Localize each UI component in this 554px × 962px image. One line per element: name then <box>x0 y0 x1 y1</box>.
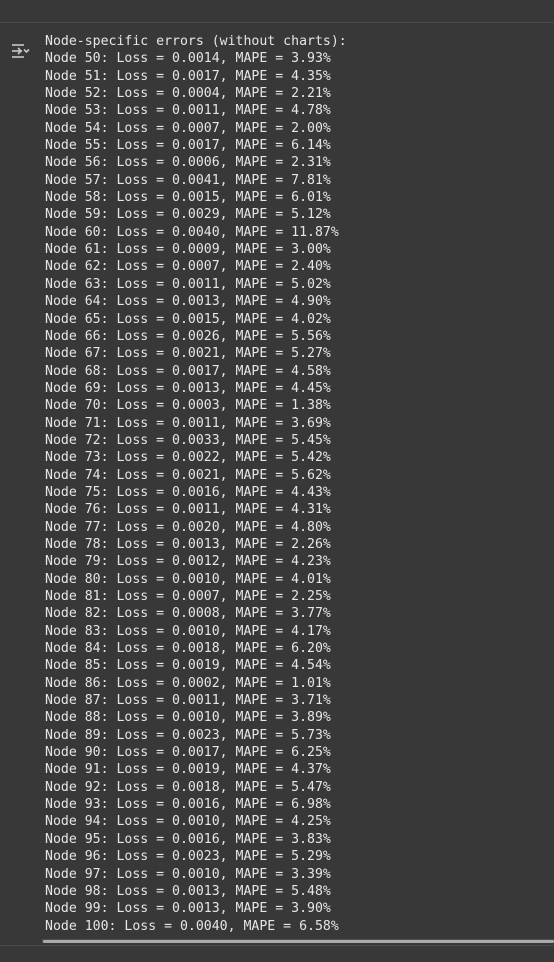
output-line: Node 78: Loss = 0.0013, MAPE = 2.26% <box>45 536 331 552</box>
output-line: Node 55: Loss = 0.0017, MAPE = 6.14% <box>45 138 331 154</box>
cell-top-divider <box>0 0 554 23</box>
output-line: Node 91: Loss = 0.0019, MAPE = 4.37% <box>45 762 331 778</box>
output-line: Node 85: Loss = 0.0019, MAPE = 4.54% <box>45 658 331 674</box>
output-line: Node 97: Loss = 0.0010, MAPE = 3.39% <box>45 866 331 882</box>
output-line: Node 96: Loss = 0.0023, MAPE = 5.29% <box>45 849 331 865</box>
output-line: Node 82: Loss = 0.0008, MAPE = 3.77% <box>45 606 331 622</box>
output-settings-icon-glyph <box>12 44 30 58</box>
output-line: Node 56: Loss = 0.0006, MAPE = 2.31% <box>45 155 331 171</box>
output-line: Node 94: Loss = 0.0010, MAPE = 4.25% <box>45 814 331 830</box>
output-line: Node 90: Loss = 0.0017, MAPE = 6.25% <box>45 745 331 761</box>
output-line: Node 50: Loss = 0.0014, MAPE = 3.93% <box>45 51 331 67</box>
output-line: Node 54: Loss = 0.0007, MAPE = 2.00% <box>45 120 331 136</box>
output-line: Node 76: Loss = 0.0011, MAPE = 4.31% <box>45 502 331 518</box>
output-lines: Node 50: Loss = 0.0014, MAPE = 3.93% Node… <box>45 50 347 935</box>
output-line: Node 100: Loss = 0.0040, MAPE = 6.58% <box>45 918 339 934</box>
output-line: Node 70: Loss = 0.0003, MAPE = 1.38% <box>45 398 331 414</box>
output-line: Node 88: Loss = 0.0010, MAPE = 3.89% <box>45 710 331 726</box>
output-line: Node 87: Loss = 0.0011, MAPE = 3.71% <box>45 693 331 709</box>
output-line: Node 52: Loss = 0.0004, MAPE = 2.21% <box>45 86 331 102</box>
output-line: Node 71: Loss = 0.0011, MAPE = 3.69% <box>45 415 331 431</box>
output-line: Node 53: Loss = 0.0011, MAPE = 4.78% <box>45 103 331 119</box>
output-line: Node 69: Loss = 0.0013, MAPE = 4.45% <box>45 380 331 396</box>
output-line: Node 66: Loss = 0.0026, MAPE = 5.56% <box>45 328 331 344</box>
output-line: Node 73: Loss = 0.0022, MAPE = 5.42% <box>45 450 331 466</box>
output-line: Node 63: Loss = 0.0011, MAPE = 5.02% <box>45 276 331 292</box>
output-line: Node 75: Loss = 0.0016, MAPE = 4.43% <box>45 484 331 500</box>
output-line: Node 93: Loss = 0.0016, MAPE = 6.98% <box>45 797 331 813</box>
output-line: Node 92: Loss = 0.0018, MAPE = 5.47% <box>45 779 331 795</box>
output-line: Node 98: Loss = 0.0013, MAPE = 5.48% <box>45 883 331 899</box>
output-header: Node-specific errors (without charts): <box>45 34 347 49</box>
output-line: Node 79: Loss = 0.0012, MAPE = 4.23% <box>45 554 331 570</box>
output-line: Node 72: Loss = 0.0033, MAPE = 5.45% <box>45 432 331 448</box>
output-line: Node 77: Loss = 0.0020, MAPE = 4.80% <box>45 519 331 535</box>
output-line: Node 95: Loss = 0.0016, MAPE = 3.83% <box>45 831 331 847</box>
output-line: Node 81: Loss = 0.0007, MAPE = 2.25% <box>45 589 331 604</box>
output-line: Node 89: Loss = 0.0023, MAPE = 5.73% <box>45 727 331 743</box>
output-line: Node 68: Loss = 0.0017, MAPE = 4.58% <box>45 363 331 379</box>
output-line: Node 61: Loss = 0.0009, MAPE = 3.00% <box>45 242 331 258</box>
output-line: Node 86: Loss = 0.0002, MAPE = 1.01% <box>45 675 331 691</box>
output-line: Node 65: Loss = 0.0015, MAPE = 4.02% <box>45 311 331 327</box>
output-line: Node 99: Loss = 0.0013, MAPE = 3.90% <box>45 901 331 917</box>
output-line: Node 59: Loss = 0.0029, MAPE = 5.12% <box>45 207 331 223</box>
output-line: Node 51: Loss = 0.0017, MAPE = 4.35% <box>45 68 331 84</box>
output-line: Node 64: Loss = 0.0013, MAPE = 4.90% <box>45 294 331 310</box>
output-line: Node 74: Loss = 0.0021, MAPE = 5.62% <box>45 467 331 483</box>
horizontal-scrollbar-thumb[interactable] <box>43 940 554 943</box>
output-line: Node 60: Loss = 0.0040, MAPE = 11.87% <box>45 224 339 240</box>
output-line: Node 84: Loss = 0.0018, MAPE = 6.20% <box>45 641 331 657</box>
output-text: Node-specific errors (without charts): No… <box>45 33 347 935</box>
output-line: Node 67: Loss = 0.0021, MAPE = 5.27% <box>45 346 331 362</box>
output-line: Node 80: Loss = 0.0010, MAPE = 4.01% <box>45 571 331 587</box>
output-line: Node 83: Loss = 0.0010, MAPE = 4.17% <box>45 623 331 639</box>
output-line: Node 58: Loss = 0.0015, MAPE = 6.01% <box>45 190 331 206</box>
output-line: Node 62: Loss = 0.0007, MAPE = 2.40% <box>45 259 331 275</box>
output-line: Node 57: Loss = 0.0041, MAPE = 7.81% <box>45 172 331 188</box>
output-settings-icon[interactable] <box>8 40 32 62</box>
cell-bottom-divider <box>0 945 554 962</box>
